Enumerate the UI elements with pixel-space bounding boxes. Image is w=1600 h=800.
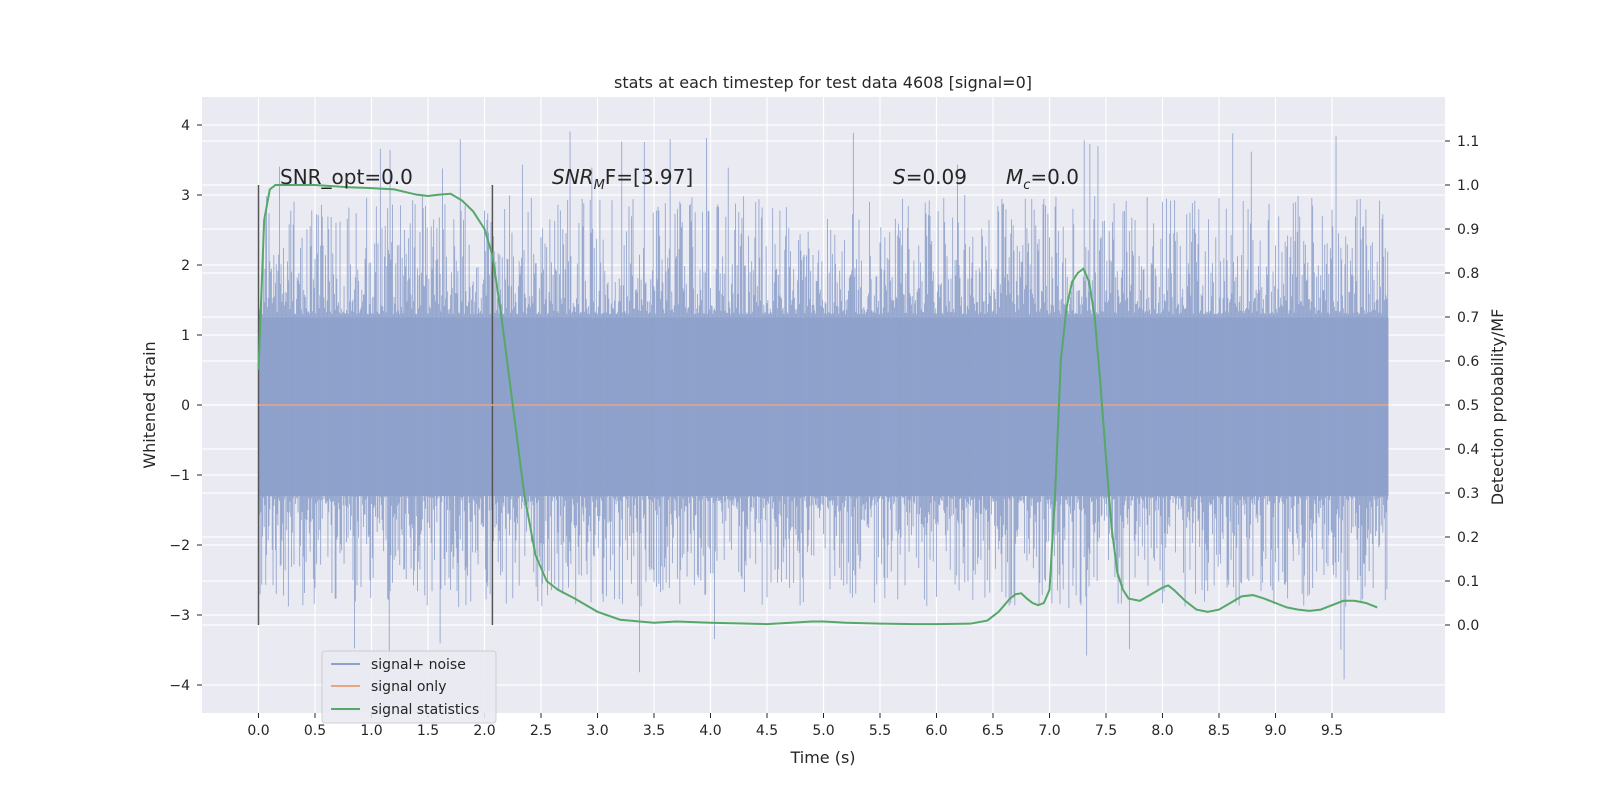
legend-box — [321, 650, 497, 724]
x-tick-label: 6.0 — [925, 723, 947, 739]
y-right-tick-label: 0.2 — [1457, 530, 1479, 546]
x-axis-ticks: 0.0 0.5 1.0 1.5 2.0 2.5 3.0 3.5 4.0 4.5 5.0 5.5 6.0 6… — [247, 713, 1343, 739]
chart-title: stats at each timestep for test data 460… — [614, 73, 1032, 92]
x-tick-label: 5.0 — [812, 723, 834, 739]
y-right-tick-label: 0.6 — [1457, 354, 1479, 370]
y-tick-label: −2 — [169, 538, 190, 554]
y-right-tick-label: 1.0 — [1457, 178, 1479, 194]
series-lines — [257, 184, 1389, 626]
series-signal-statistics — [257, 184, 1378, 626]
x-tick-label: 3.5 — [643, 723, 665, 739]
x-tick-label: 9.0 — [1264, 723, 1286, 739]
x-tick-label: 0.5 — [304, 723, 326, 739]
x-tick-label: 9.5 — [1321, 723, 1343, 739]
annotation-snr-mf: SNRMF=[3.97] — [552, 165, 693, 193]
annotation-mc: Mc=0.0 — [1006, 165, 1079, 193]
y-tick-label: 0 — [181, 398, 190, 414]
x-tick-label: 2.0 — [473, 723, 495, 739]
y-tick-label: 2 — [181, 258, 190, 274]
legend: signal+ noise signal only signal statist… — [321, 650, 497, 724]
y-axis-ticks: −4 −3 −2 −1 0 1 2 3 4 — [169, 118, 202, 694]
x-tick-label: 2.5 — [530, 723, 552, 739]
x-tick-label: 8.5 — [1208, 723, 1230, 739]
annotation-s: S=0.09 — [893, 165, 967, 189]
y-right-tick-label: 0.8 — [1457, 266, 1479, 282]
y-right-tick-label: 1.1 — [1457, 134, 1479, 150]
x-tick-label: 5.5 — [869, 723, 891, 739]
x-tick-label: 1.5 — [417, 723, 439, 739]
x-tick-label: 4.0 — [699, 723, 721, 739]
y-right-axis-label: Detection probability/MF — [1488, 309, 1507, 506]
y-axis-label: Whitened strain — [140, 341, 159, 468]
x-tick-label: 4.5 — [756, 723, 778, 739]
y-right-tick-label: 0.0 — [1457, 618, 1479, 634]
y-right-tick-label: 0.4 — [1457, 442, 1479, 458]
legend-label-statistics: signal statistics — [371, 702, 479, 718]
x-axis-label: Time (s) — [789, 748, 855, 767]
y-tick-label: 4 — [181, 118, 190, 134]
y-tick-label: −1 — [169, 468, 190, 484]
x-tick-label: 6.5 — [982, 723, 1004, 739]
x-tick-label: 7.5 — [1095, 723, 1117, 739]
y-tick-label: 3 — [181, 188, 190, 204]
x-tick-label: 7.0 — [1038, 723, 1060, 739]
x-tick-label: 8.0 — [1151, 723, 1173, 739]
y-right-tick-label: 0.9 — [1457, 222, 1479, 238]
y-right-tick-label: 0.3 — [1457, 486, 1479, 502]
y-right-tick-label: 0.1 — [1457, 574, 1479, 590]
annotation-snr-opt: SNR_opt=0.0 — [280, 165, 413, 189]
x-tick-label: 0.0 — [247, 723, 269, 739]
y-tick-label: 1 — [181, 328, 190, 344]
series-signal-noise — [258, 131, 1389, 680]
y-right-axis-ticks: 0.0 0.1 0.2 0.3 0.4 0.5 0.6 0.7 0.8 0.9 1.0 1.1 — [1445, 134, 1479, 634]
x-tick-label: 3.0 — [586, 723, 608, 739]
y-right-tick-label: 0.5 — [1457, 398, 1479, 414]
x-tick-label: 1.0 — [360, 723, 382, 739]
legend-label-signal: signal only — [371, 679, 446, 695]
y-tick-label: −3 — [169, 608, 190, 624]
y-tick-label: −4 — [169, 678, 190, 694]
legend-label-noise: signal+ noise — [371, 657, 466, 673]
y-right-tick-label: 0.7 — [1457, 310, 1479, 326]
